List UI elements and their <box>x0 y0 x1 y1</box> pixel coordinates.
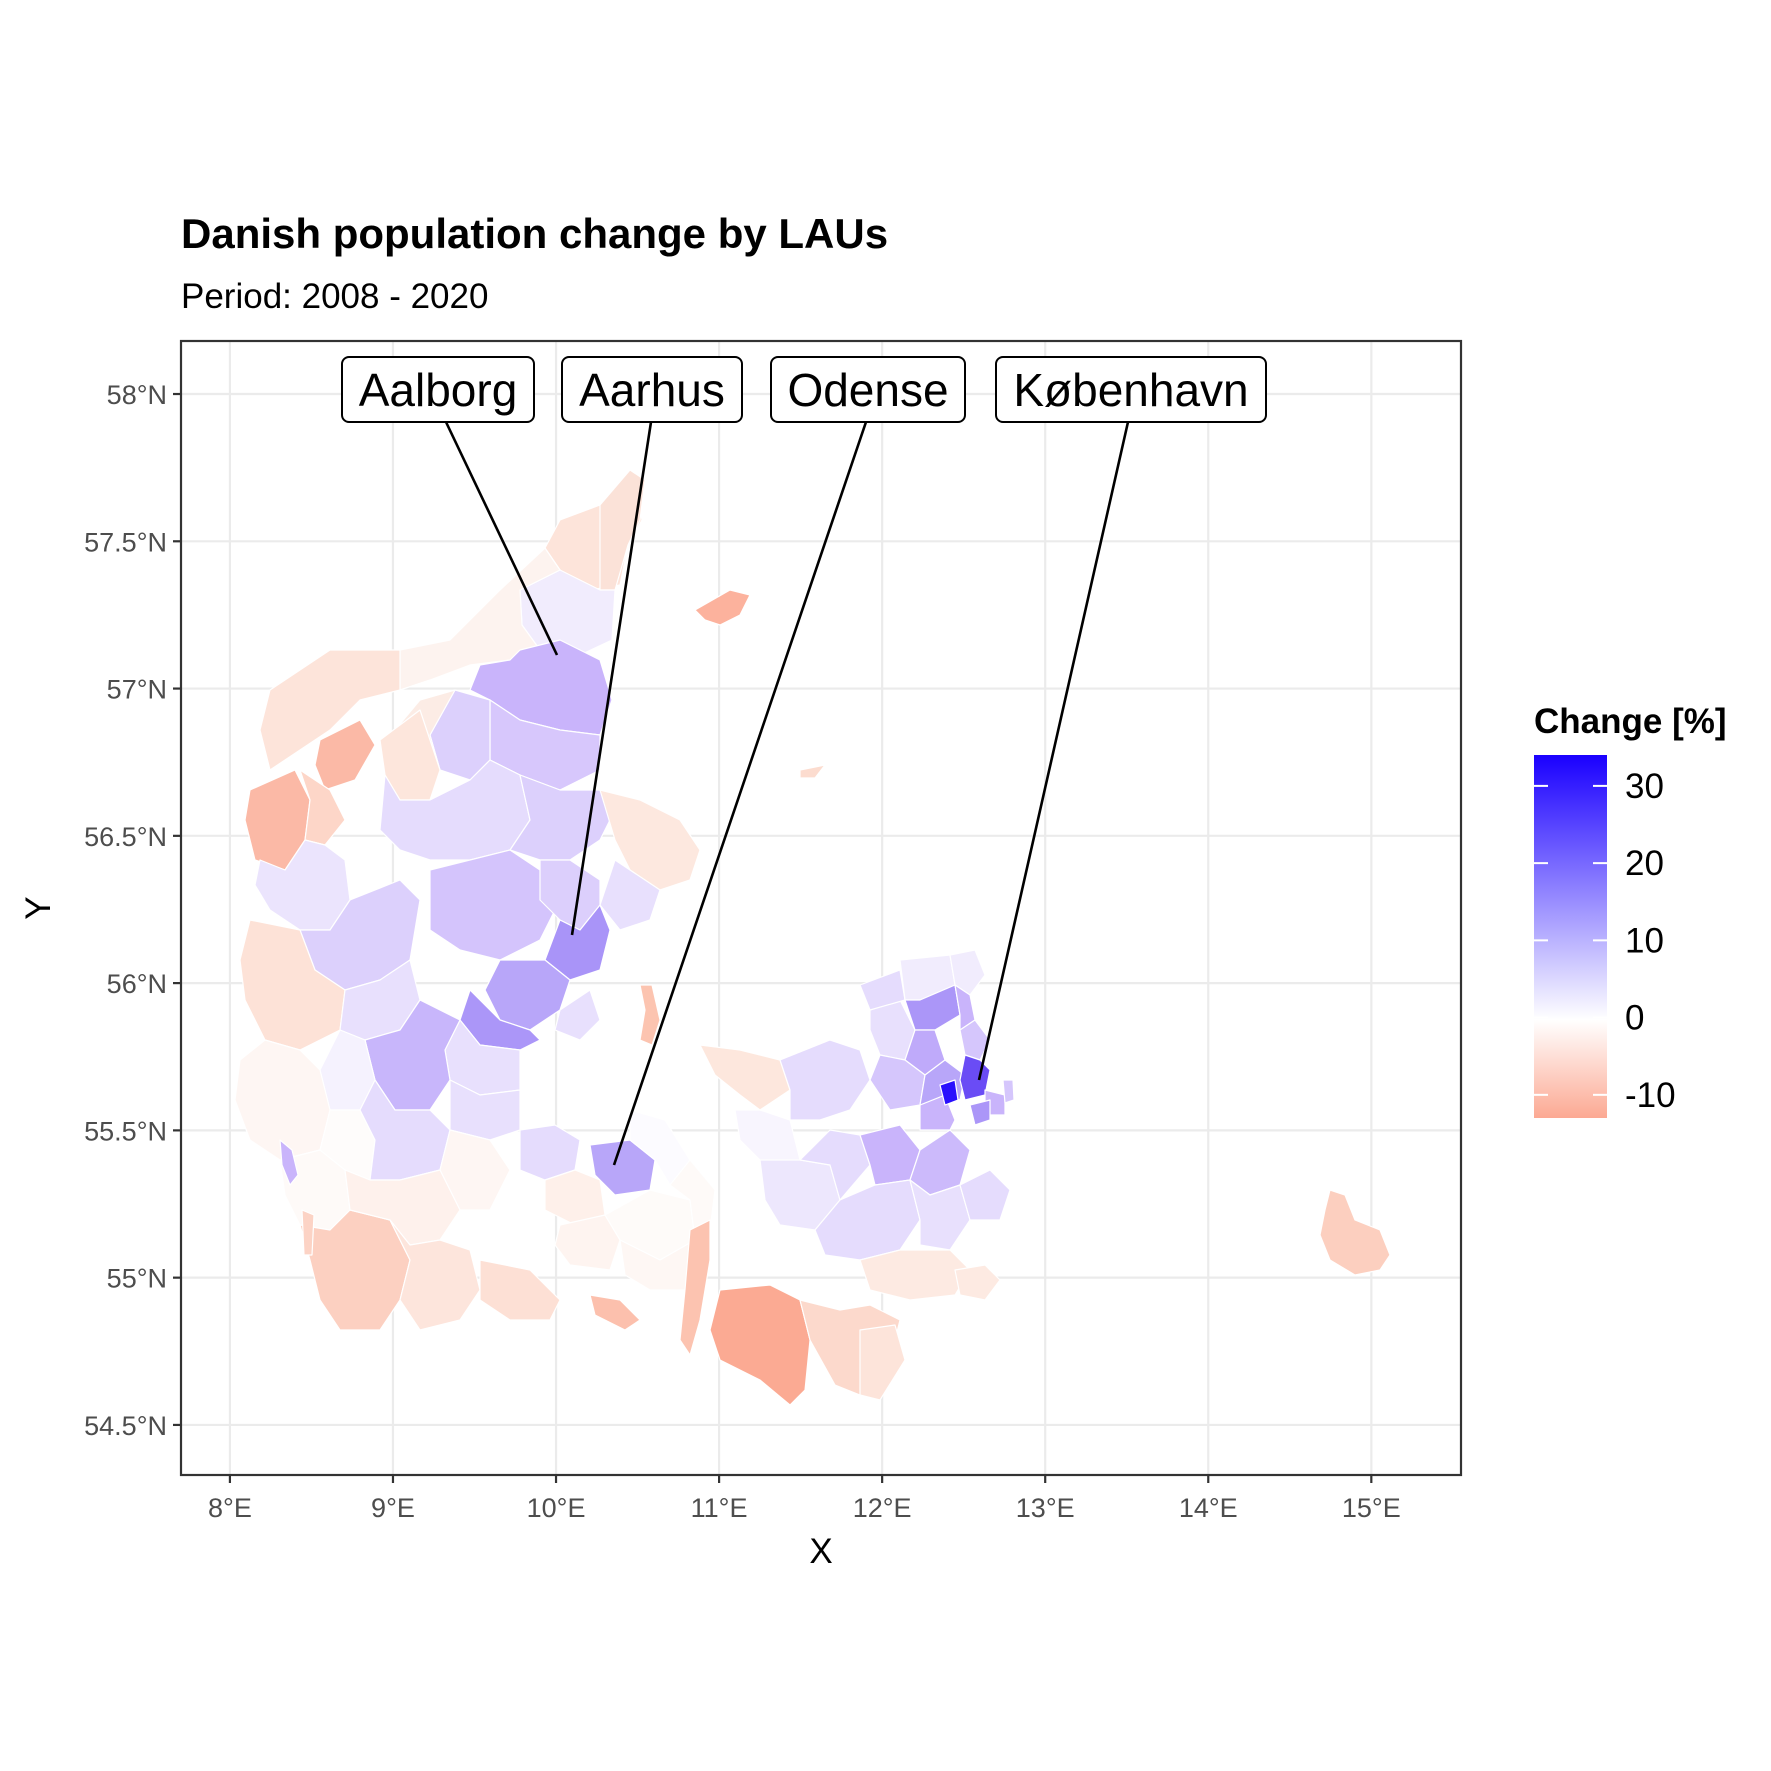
y-tick-label: 54.5°N <box>84 1411 167 1441</box>
y-tick-label: 57.5°N <box>84 527 167 557</box>
x-tick-label: 8°E <box>208 1493 252 1523</box>
region-anholt <box>799 764 826 779</box>
y-tick-label: 55°N <box>107 1264 167 1294</box>
x-tick-label: 14°E <box>1179 1493 1238 1523</box>
region-silkeborg <box>429 849 561 961</box>
region-frederiksberg <box>939 1079 959 1106</box>
region-sonderborg <box>479 1259 561 1321</box>
callout-box <box>770 356 966 423</box>
region-saltholm <box>1002 1079 1015 1104</box>
region-odsherred <box>699 1044 791 1111</box>
x-tick-label: 11°E <box>691 1493 748 1523</box>
region-bornholm <box>1319 1189 1391 1276</box>
callout-label: Aalborg <box>359 364 518 416</box>
legend-label: 20 <box>1625 844 1664 883</box>
x-tick-label: 15°E <box>1342 1493 1401 1523</box>
callout-odense: Odense <box>770 356 966 423</box>
region-faxe <box>909 1179 971 1251</box>
region-norddjurs <box>599 789 701 891</box>
region-holbaek <box>779 1039 871 1121</box>
region-helsingor <box>949 949 986 996</box>
callout-leaders <box>444 421 1130 1166</box>
leader-kobenhavn <box>977 421 1130 1081</box>
region-skanderborg <box>484 959 571 1031</box>
legend-label: 30 <box>1625 767 1664 806</box>
region-aero <box>589 1294 641 1331</box>
x-axis-title: X <box>809 1532 832 1571</box>
axis-ticks: 8°E 9°E 10°E 11°E 12°E 13°E 14°E 15°E 54.5°N 55°N… <box>84 380 1401 1523</box>
y-tick-label: 56°N <box>107 969 167 999</box>
region-lolland <box>709 1284 811 1406</box>
region-mon <box>954 1264 1001 1301</box>
legend-label: -10 <box>1625 1076 1676 1115</box>
x-tick-label: 12°E <box>853 1493 912 1523</box>
legend-label: 0 <box>1625 999 1644 1038</box>
callout-label: Odense <box>787 364 948 416</box>
callout-label: København <box>1013 364 1248 416</box>
legend-colorbar <box>1534 755 1607 1118</box>
legend-ticks: 30 20 10 0 -10 <box>1534 767 1676 1115</box>
chart-subtitle: Period: 2008 - 2020 <box>181 277 488 316</box>
region-syddjurs <box>599 859 661 931</box>
region-morso <box>314 719 376 791</box>
region-ringkobing <box>239 919 346 1051</box>
leader-aalborg <box>444 421 559 656</box>
chart-title: Danish population change by LAUs <box>181 210 888 257</box>
legend-title: Change [%] <box>1534 702 1727 741</box>
region-laeso <box>694 589 751 626</box>
region-odder <box>554 989 601 1041</box>
y-tick-label: 55.5°N <box>84 1116 167 1146</box>
x-tick-label: 9°E <box>371 1493 415 1523</box>
plot-panel-border <box>179 339 1463 1477</box>
x-tick-label: 13°E <box>1016 1493 1075 1523</box>
y-tick-label: 57°N <box>107 675 167 705</box>
region-thisted <box>259 649 401 771</box>
callout-box <box>341 356 535 423</box>
y-axis-title: Y <box>19 896 58 919</box>
leader-odense <box>612 421 868 1166</box>
x-tick-label: 10°E <box>527 1493 586 1523</box>
callout-kobenhavn: København <box>995 356 1267 423</box>
region-samso <box>639 984 661 1046</box>
y-tick-label: 56.5°N <box>84 822 167 852</box>
region-romo <box>301 1209 315 1256</box>
region-fano <box>279 1139 299 1186</box>
region-haderslev <box>344 1169 461 1246</box>
leader-aarhus <box>570 421 653 936</box>
callout-aalborg: Aalborg <box>341 356 535 423</box>
legend: Change [%] 30 20 10 0 -10 <box>1534 702 1727 1118</box>
legend-label: 10 <box>1625 921 1664 960</box>
callout-box <box>561 356 743 423</box>
y-tick-label: 58°N <box>107 380 167 410</box>
region-dragor <box>969 1099 991 1126</box>
region-falster-south <box>859 1324 906 1401</box>
denmark-map <box>234 469 1391 1406</box>
callout-label: Aarhus <box>579 364 725 416</box>
callout-aarhus: Aarhus <box>561 356 743 423</box>
callout-box <box>995 356 1267 423</box>
region-stevns <box>959 1169 1011 1221</box>
region-aabenraa <box>389 1219 481 1331</box>
region-langeland <box>679 1219 711 1356</box>
